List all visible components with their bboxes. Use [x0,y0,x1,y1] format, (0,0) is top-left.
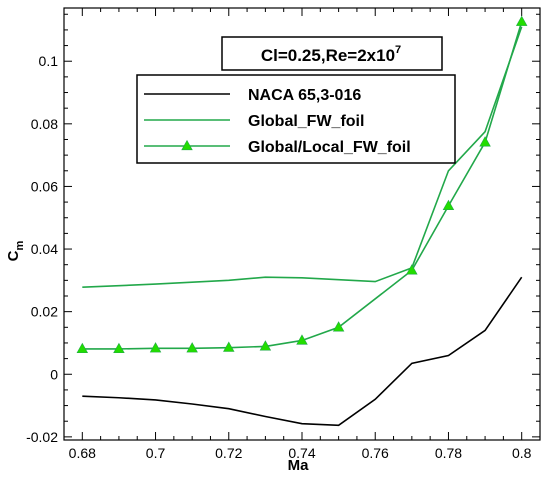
x-tick-label: 0.78 [435,445,462,461]
series-3-point [76,342,89,354]
x-tick-label: 0.74 [288,445,315,461]
series-3-point [149,342,162,353]
series-3-point [515,15,528,26]
y-tick-label: -0.02 [26,429,58,445]
x-tick-label: 0.76 [362,445,389,461]
series-3-point [259,340,272,351]
annotation-text: Cl=0.25,Re=2x107 [261,44,401,65]
x-tick-label: 0.68 [69,445,96,461]
y-axis-label: Cm [5,240,26,261]
y-tick-labels: -0.02 0 0.02 0.04 0.06 0.08 0.1 [26,53,58,445]
tick-marks [63,8,541,440]
series-line-2 [82,26,523,289]
y-tick-label: 0.02 [31,304,58,320]
legend-marker-3 [181,139,193,151]
series-3-point [332,321,345,332]
series-line-3 [82,21,523,350]
annotation-prefix: Cl=0.25,Re=2x10 [261,46,395,65]
y-tick-label: 0.04 [31,241,58,257]
y-tick-label: 0 [50,366,58,382]
y-axis-label-main: C [5,250,22,261]
legend-label-2: Global_FW_foil [248,113,364,130]
x-tick-label: 0.72 [215,445,242,461]
series-3-point [223,341,235,352]
series-3-point [296,334,308,345]
legend-label-1: NACA 65,3-016 [248,87,361,104]
series-3-point [406,264,418,275]
x-axis-label: Ma [288,457,309,474]
legend-label-3: Global/Local_FW_foil [248,139,411,156]
x-tick-label: 0.8 [512,445,532,461]
x-tick-label: 0.7 [146,445,166,461]
series-3-point [113,342,125,354]
series-3-point [186,342,198,353]
y-tick-label: 0.08 [31,116,58,132]
y-tick-label: 0.1 [39,53,59,69]
series-line-1 [82,276,523,427]
x-tick-labels: 0.68 0.7 0.72 0.74 0.76 0.78 0.8 [69,445,532,461]
annotation-exponent: 7 [395,44,401,56]
series-layer [76,15,528,427]
series-3-point [479,136,491,147]
legend: NACA 65,3-016 Global_FW_foil Global/Local_… [136,74,456,164]
series-3-point [442,199,455,210]
plot-frame [63,7,541,441]
y-axis-label-sub: m [14,240,26,250]
y-tick-label: 0.06 [31,178,58,194]
annotation-box: Cl=0.25,Re=2x107 [221,36,443,71]
